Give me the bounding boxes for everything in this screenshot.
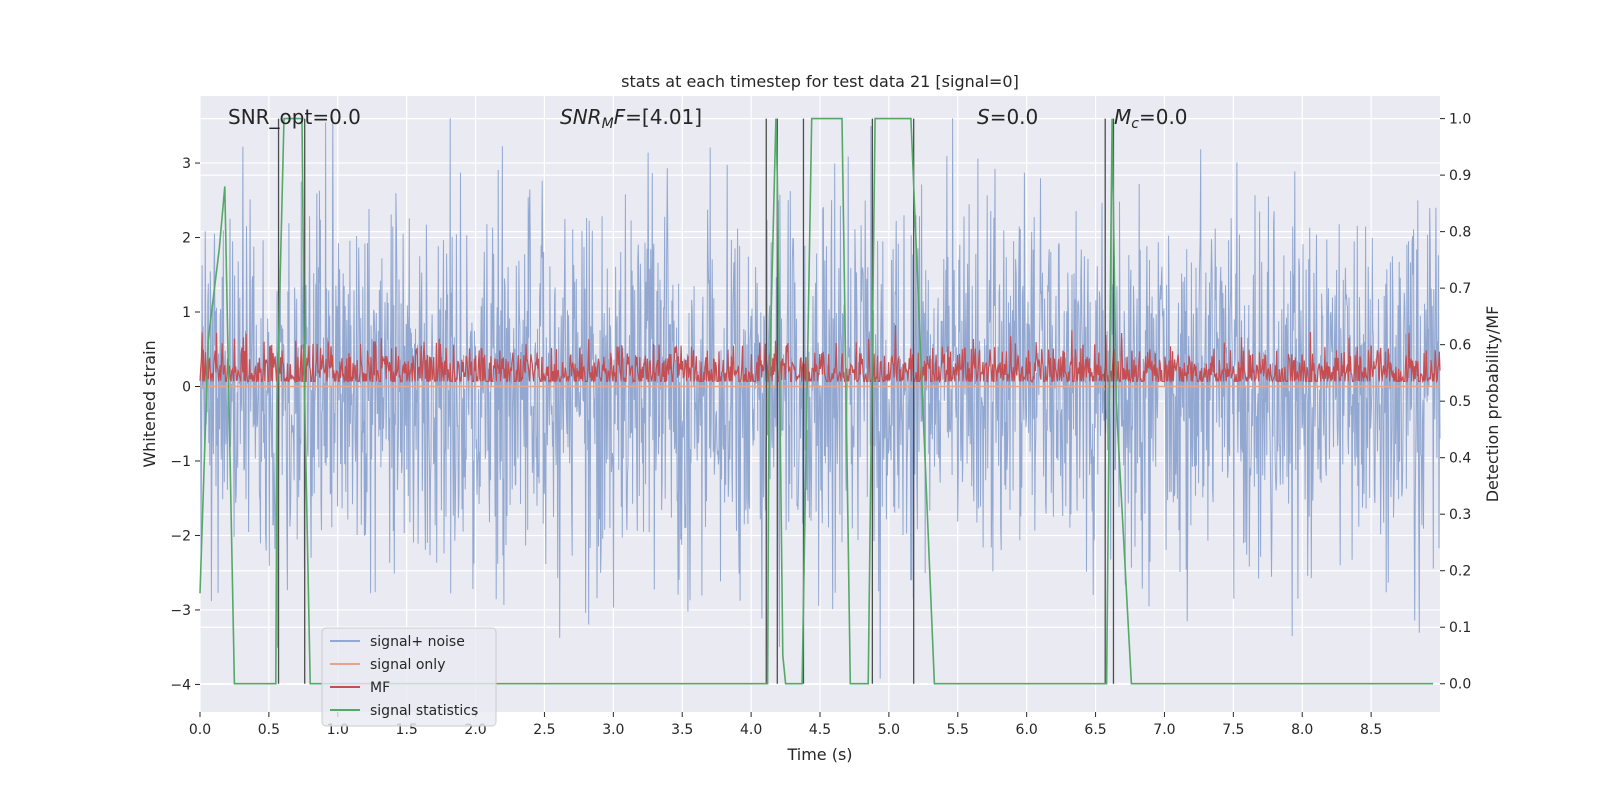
signal-statistics-line: [199, 117, 1434, 685]
x-tick-label: 6.0: [1016, 722, 1038, 738]
y2-tick-label: 0.3: [1449, 507, 1471, 523]
x-tick-label: 7.0: [1153, 722, 1175, 738]
y-tick-label: −2: [170, 528, 191, 544]
snr-mf-var2: F: [614, 105, 626, 129]
x-tick-label: 4.0: [740, 722, 762, 738]
y-tick-label: −4: [170, 677, 191, 693]
mc-var: M: [1114, 105, 1131, 129]
y-tick-label: 1: [182, 305, 191, 321]
series-mf: [199, 325, 1441, 384]
y2-tick-label: 0.7: [1449, 281, 1471, 297]
legend-label: signal only: [370, 657, 445, 673]
y-tick-label: 0: [182, 379, 191, 395]
y2-axis-label: Detection probability/MF: [1483, 306, 1502, 503]
y2-tick-label: 0.8: [1449, 225, 1471, 241]
series-signal-statistics: [199, 117, 1434, 685]
snr-mf-val: =[4.01]: [625, 105, 702, 129]
annotation-mc: Mc=0.0: [1114, 105, 1188, 132]
x-tick-label: 5.0: [878, 722, 900, 738]
y2-tick-label: 1.0: [1449, 112, 1471, 128]
y2-tick-label: 0.0: [1449, 677, 1471, 693]
x-tick-label: 4.5: [809, 722, 831, 738]
legend-label: signal statistics: [370, 703, 478, 719]
series-signal-noise: [199, 118, 1441, 679]
x-tick-label: 7.5: [1222, 722, 1244, 738]
y2-tick-label: 0.6: [1449, 338, 1471, 354]
y-tick-label: 3: [182, 156, 191, 172]
x-tick-label: 0.5: [258, 722, 280, 738]
y-axis-label: Whitened strain: [140, 340, 159, 467]
mc-val: =0.0: [1139, 105, 1188, 129]
y2-tick-label: 0.1: [1449, 620, 1471, 636]
s-var: S: [977, 105, 990, 129]
legend-label: MF: [370, 680, 390, 696]
annotation-snr-opt: SNR_opt=0.0: [228, 105, 361, 129]
x-tick-label: 5.5: [947, 722, 969, 738]
y-tick-label: −3: [170, 603, 191, 619]
annotation-snr-mf: SNRMF=[4.01]: [560, 105, 702, 132]
legend-box: [321, 627, 497, 727]
x-axis-label: Time (s): [786, 745, 852, 764]
x-tick-label: 0.0: [189, 722, 211, 738]
legend-label: signal+ noise: [370, 634, 465, 650]
x-tick-label: 8.5: [1360, 722, 1382, 738]
annotation-s: S=0.0: [977, 105, 1038, 129]
y2-tick-label: 0.5: [1449, 394, 1471, 410]
x-tick-label: 3.0: [602, 722, 624, 738]
legend: signal+ noise signal only MF signal statist…: [321, 627, 497, 727]
mf-line: [199, 325, 1441, 384]
y-tick-label: −1: [170, 454, 191, 470]
s-val: =0.0: [990, 105, 1039, 129]
x-tick-label: 3.5: [671, 722, 693, 738]
chart-title: stats at each timestep for test data 21 …: [621, 72, 1019, 91]
y2-tick-label: 0.9: [1449, 168, 1471, 184]
signal-noise-line: [199, 118, 1441, 679]
snr-mf-var: SNR: [560, 105, 602, 129]
x-tick-label: 6.5: [1084, 722, 1106, 738]
y2-tick-label: 0.2: [1449, 564, 1471, 580]
y-tick-label: 2: [182, 231, 191, 247]
x-tick-label: 8.0: [1291, 722, 1313, 738]
x-tick-label: 2.5: [533, 722, 555, 738]
mc-sub: c: [1131, 116, 1139, 132]
snr-mf-sub: M: [602, 116, 614, 132]
y2-tick-label: 0.4: [1449, 451, 1471, 467]
